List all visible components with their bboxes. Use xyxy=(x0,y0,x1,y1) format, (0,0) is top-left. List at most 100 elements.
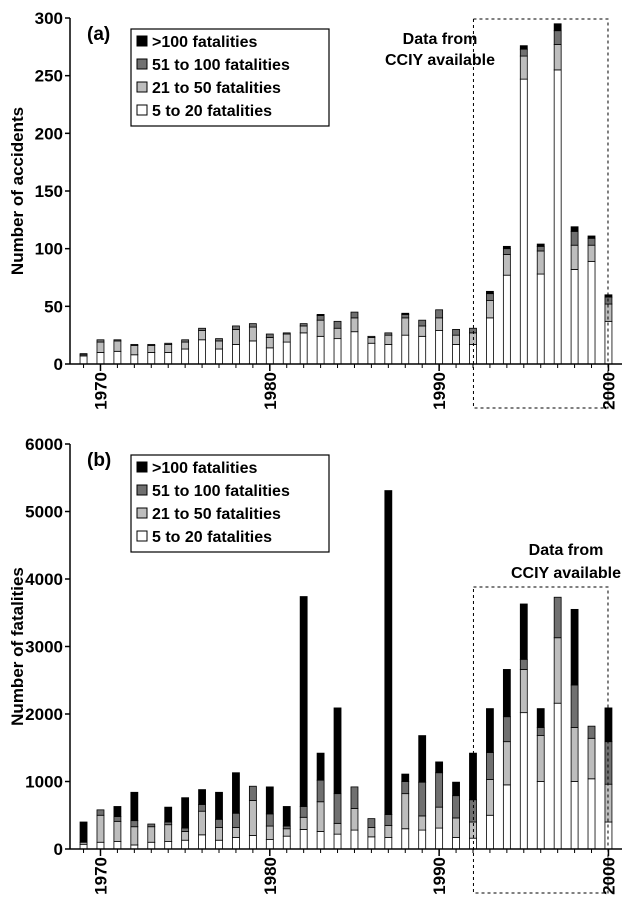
bar-5to20-1975 xyxy=(181,839,190,850)
bar-51to100-1981 xyxy=(282,332,291,335)
bar-over100-1993 xyxy=(486,708,494,753)
bar-21to50-1998 xyxy=(570,727,579,782)
legend-box xyxy=(130,454,330,553)
bar-5to20-1997 xyxy=(553,702,562,850)
bar-21to50-1980 xyxy=(265,825,274,840)
bar-21to50-1977 xyxy=(215,340,223,350)
panel-b: 0 1000 2000 3000 4000 5000 6000 1970 1980 1990 200… xyxy=(8,435,622,895)
bar-51to100-1994 xyxy=(502,716,511,743)
bar-21to50-1972 xyxy=(130,345,139,356)
bar-51to100-1997 xyxy=(553,596,562,639)
bar-51to100-1979 xyxy=(248,323,257,328)
bar-51to100-1980 xyxy=(265,813,274,827)
bar-51to100-1978 xyxy=(232,325,240,330)
bar-over100-1981 xyxy=(282,806,291,827)
bar-over100-1989 xyxy=(418,735,427,783)
bar-21to50-1974 xyxy=(164,343,173,353)
panel-label: (a) xyxy=(87,24,110,45)
bar-5to20-1989 xyxy=(418,335,427,365)
bar-51to100-1993 xyxy=(486,293,494,301)
bar-21to50-1981 xyxy=(282,828,291,837)
legend-label-51to100: 51 to 100 fatalities xyxy=(152,483,290,500)
bar-over100-1975 xyxy=(181,797,190,829)
bar-5to20-1996 xyxy=(536,781,545,850)
bar-5to20-1999 xyxy=(587,778,596,850)
bar-over100-1997 xyxy=(553,23,562,32)
bar-51to100-1995 xyxy=(519,48,528,57)
bar-5to20-1998 xyxy=(570,269,579,365)
bar-21to50-1984 xyxy=(333,327,342,340)
bar-over100-1996 xyxy=(536,243,545,247)
bar-21to50-1971 xyxy=(113,820,122,842)
bar-21to50-1978 xyxy=(232,328,240,345)
y-tick-label: 3000 xyxy=(25,638,63,657)
bar-21to50-1996 xyxy=(536,250,545,275)
bar-51to100-1985 xyxy=(350,786,359,809)
bar-51to100-1983 xyxy=(316,315,325,321)
bar-51to100-1974 xyxy=(164,821,173,826)
bar-51to100-1989 xyxy=(418,781,427,817)
bar-51to100-1971 xyxy=(113,816,122,822)
bar-21to50-1987 xyxy=(384,334,393,345)
legend-label-5to20: 5 to 20 fatalities xyxy=(152,529,272,546)
bar-51to100-1991 xyxy=(452,328,460,336)
bar-5to20-1982 xyxy=(299,829,308,850)
bar-5to20-1976 xyxy=(198,339,206,365)
bar-5to20-1978 xyxy=(232,837,240,850)
bar-5to20-1997 xyxy=(553,69,562,365)
bar-51to100-1982 xyxy=(299,323,308,327)
bar-51to100-1983 xyxy=(316,779,325,803)
bar-21to50-1985 xyxy=(350,317,359,333)
bar-5to20-1980 xyxy=(265,839,274,850)
bar-5to20-1993 xyxy=(486,814,494,850)
bar-21to50-1996 xyxy=(536,735,545,782)
bar-51to100-1976 xyxy=(198,327,206,331)
bar-21to50-1995 xyxy=(519,669,528,714)
bar-51to100-1976 xyxy=(198,804,206,812)
bar-21to50-1984 xyxy=(333,822,342,835)
bar-5to20-1978 xyxy=(232,343,240,365)
bar-over100-1990 xyxy=(435,761,444,774)
bar-21to50-1975 xyxy=(181,831,190,841)
bar-over100-1974 xyxy=(164,806,173,823)
bar-5to20-1983 xyxy=(316,831,325,850)
bar-over100-1998 xyxy=(570,226,579,232)
bar-51to100-1997 xyxy=(553,30,562,45)
bar-5to20-1987 xyxy=(384,837,393,850)
bar-51to100-1972 xyxy=(130,820,139,828)
y-tick-label: 6000 xyxy=(25,435,63,454)
bar-51to100-1984 xyxy=(333,793,342,824)
bar-51to100-1990 xyxy=(435,309,444,319)
y-tick-label: 50 xyxy=(44,297,63,316)
bar-51to100-1973 xyxy=(147,823,156,828)
bar-51to100-1975 xyxy=(181,339,190,343)
bar-21to50-1998 xyxy=(570,244,579,270)
bar-51to100-1986 xyxy=(367,818,376,828)
x-tick-label: 2000 xyxy=(599,372,618,410)
bar-over100-1971 xyxy=(113,806,122,818)
bar-5to20-1995 xyxy=(519,78,528,365)
bar-21to50-1989 xyxy=(418,325,427,337)
x-tick-label: 1980 xyxy=(261,372,280,410)
bar-21to50-1988 xyxy=(401,793,410,830)
bar-5to20-1985 xyxy=(350,829,359,850)
legend-swatch-5to20 xyxy=(136,104,148,116)
bar-21to50-1994 xyxy=(502,254,511,276)
legend-swatch-5to20 xyxy=(136,530,148,542)
bar-5to20-1988 xyxy=(401,828,410,850)
bar-5to20-1969 xyxy=(79,355,88,365)
bar-51to100-1978 xyxy=(232,812,240,828)
bar-5to20-1977 xyxy=(215,348,223,365)
bar-21to50-1973 xyxy=(147,345,156,353)
bar-51to100-1987 xyxy=(384,814,393,826)
bar-5to20-1994 xyxy=(502,274,511,365)
bar-51to100-1980 xyxy=(265,333,274,338)
bar-51to100-1970 xyxy=(96,339,105,343)
x-tick-label: 1980 xyxy=(261,857,280,895)
bar-5to20-1984 xyxy=(333,833,342,850)
bar-5to20-1990 xyxy=(435,330,444,365)
bar-21to50-1982 xyxy=(299,816,308,830)
bar-5to20-1996 xyxy=(536,273,545,365)
bar-51to100-1972 xyxy=(130,343,139,346)
bar-5to20-1986 xyxy=(367,836,376,850)
